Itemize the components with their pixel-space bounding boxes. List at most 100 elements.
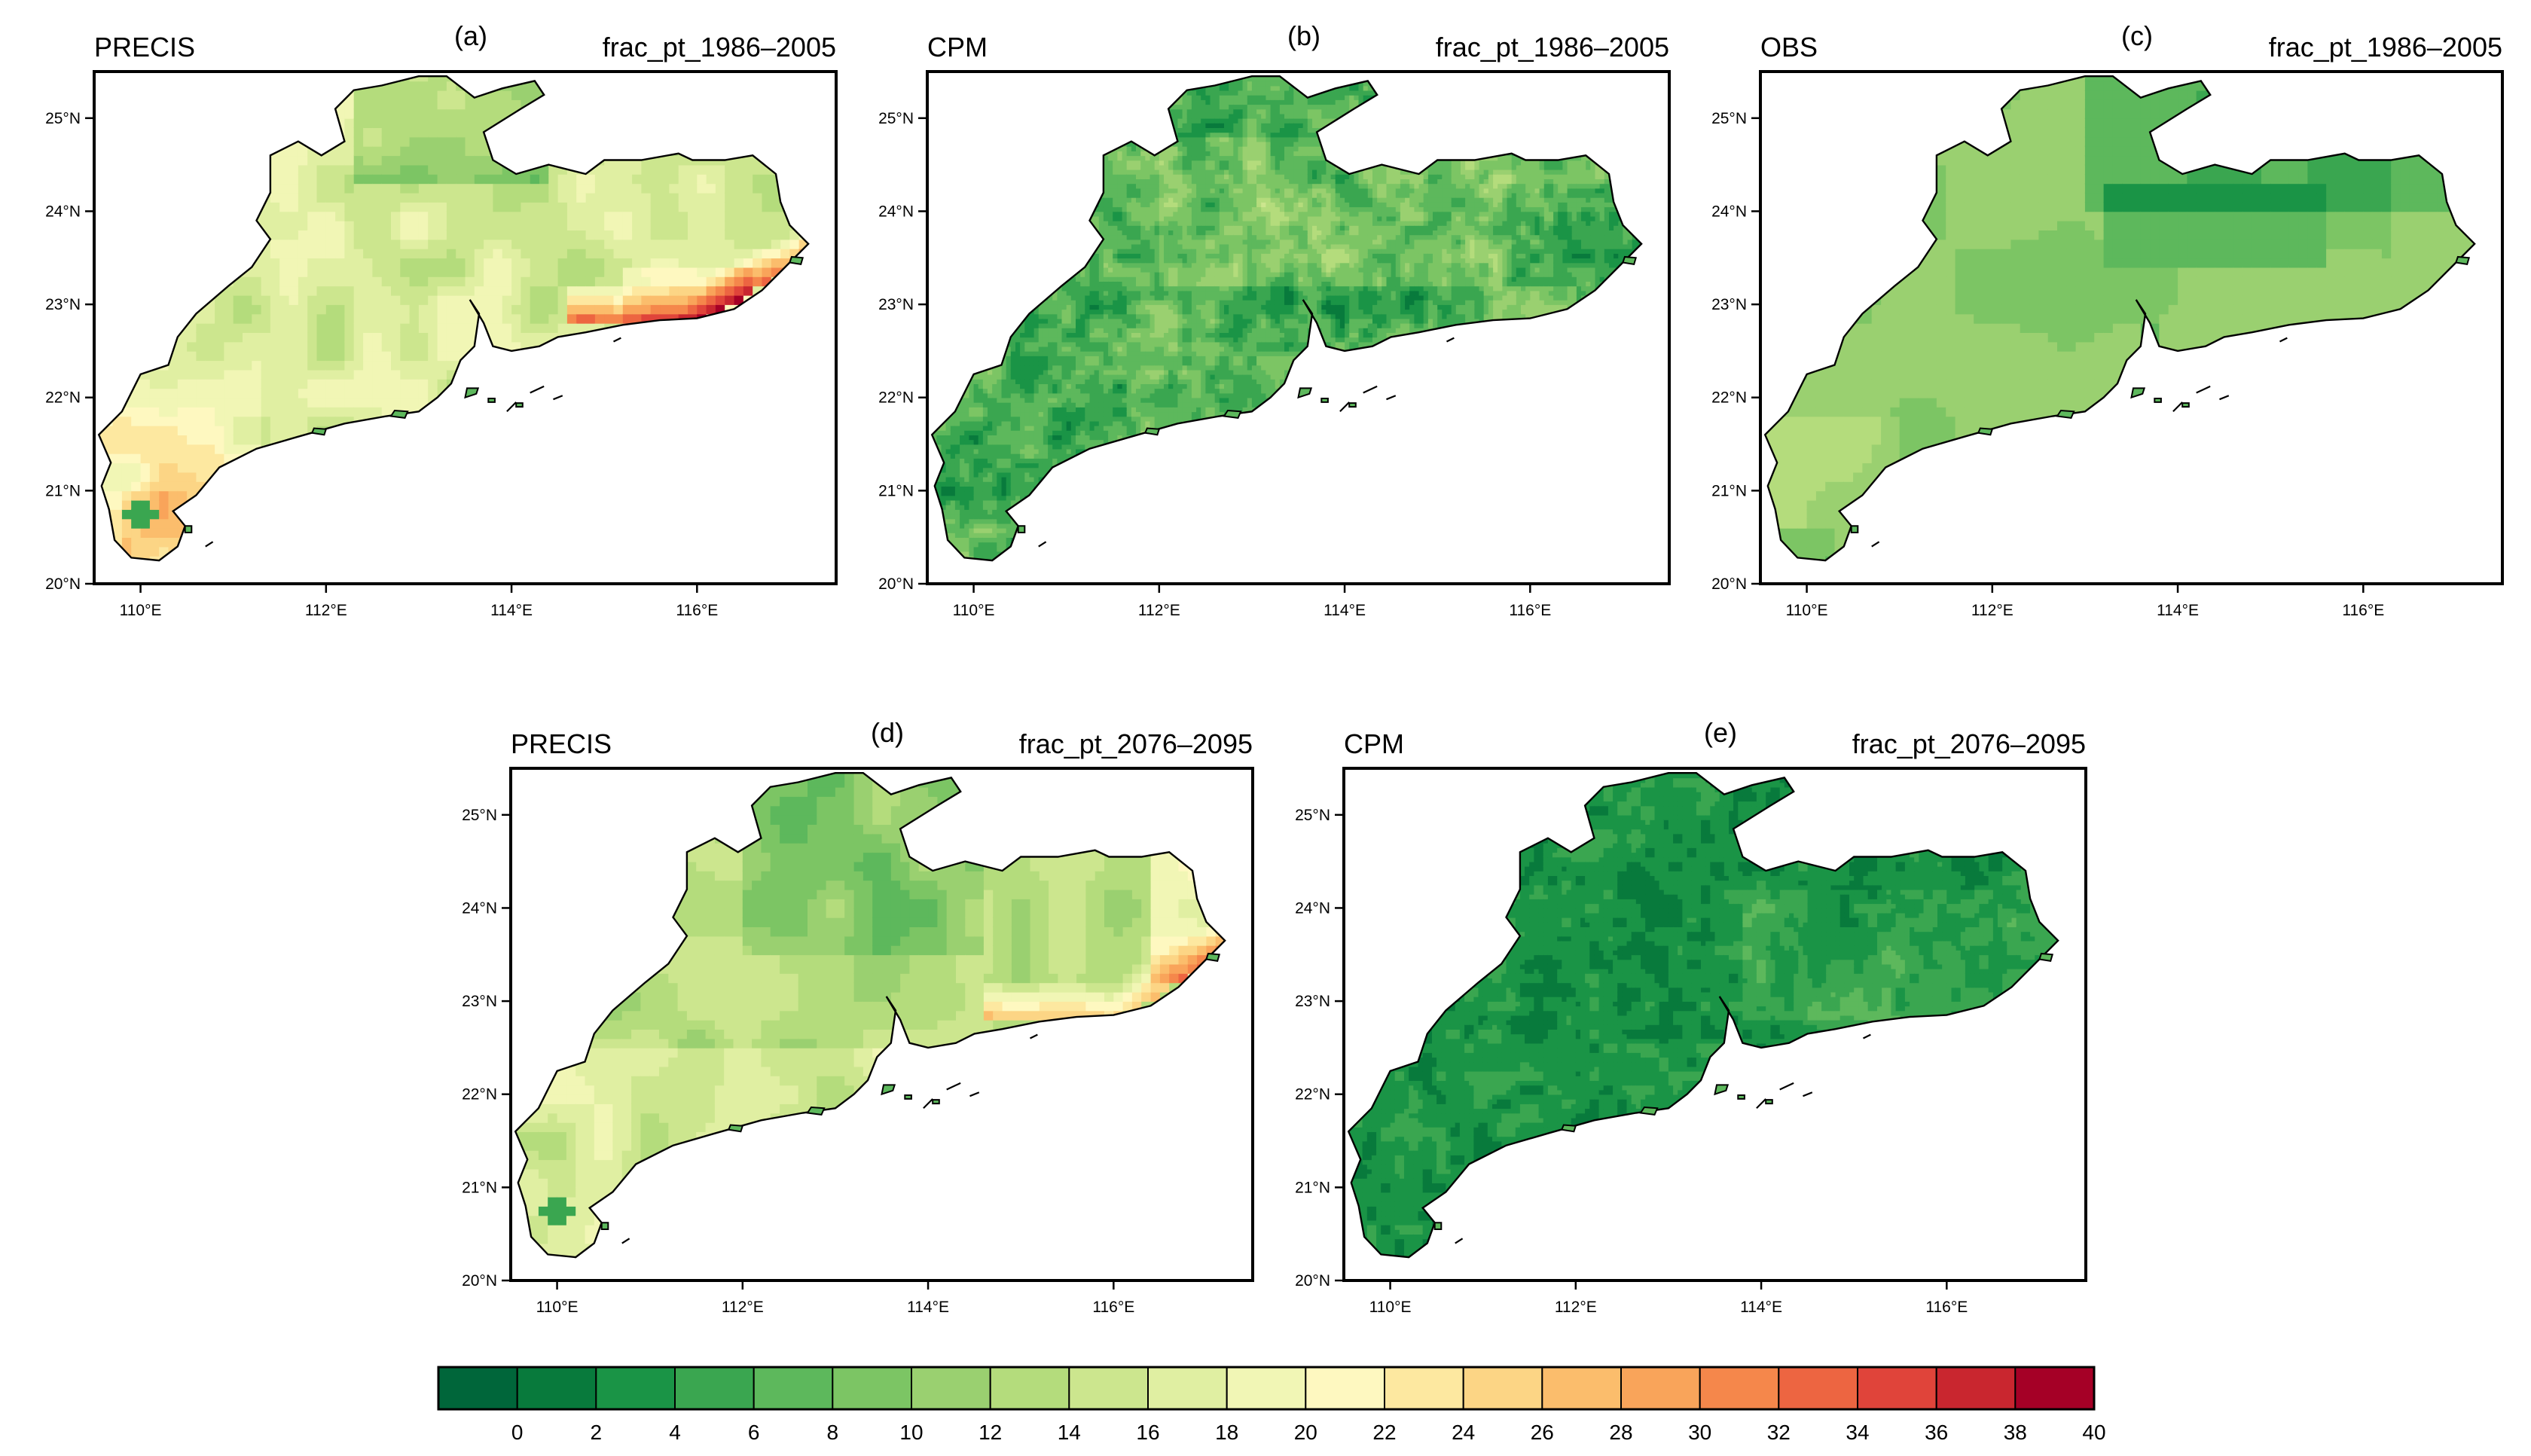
colorbar-label: 14 — [1058, 1421, 1081, 1444]
x-tick-label: 112°E — [1971, 602, 2014, 619]
y-tick-label: 25°N — [1711, 110, 1747, 127]
colorbar-swatch — [1937, 1367, 2016, 1409]
y-tick-label: 24°N — [1295, 899, 1330, 917]
x-tick-label: 116°E — [676, 602, 718, 619]
x-tick-label: 116°E — [1092, 1299, 1134, 1316]
y-tick-label: 24°N — [1711, 203, 1747, 220]
colorbar-swatch — [911, 1367, 991, 1409]
y-tick-label: 21°N — [45, 482, 81, 499]
panel-model-title: PRECIS — [511, 728, 612, 759]
y-tick-label: 24°N — [45, 203, 81, 220]
y-tick-label: 25°N — [45, 110, 81, 127]
island — [391, 411, 408, 418]
colorbar-swatch — [675, 1367, 754, 1409]
y-tick-label: 22°N — [1711, 389, 1747, 407]
panel-label: (a) — [454, 20, 487, 51]
y-tick-label: 22°N — [1295, 1086, 1330, 1103]
colorbar-swatch — [1385, 1367, 1464, 1409]
y-tick-label: 21°N — [1295, 1179, 1330, 1196]
island — [933, 1100, 939, 1103]
x-tick-label: 112°E — [722, 1299, 764, 1316]
island — [728, 1125, 743, 1132]
colorbar-label: 12 — [979, 1421, 1002, 1444]
y-tick-label: 24°N — [878, 203, 914, 220]
island — [2039, 954, 2052, 961]
panel-period-title: frac_pt_2076–2095 — [1852, 728, 2086, 759]
panel-label: (c) — [2121, 20, 2153, 51]
island — [488, 398, 495, 402]
colorbar-label: 10 — [899, 1421, 923, 1444]
y-tick-label: 20°N — [1295, 1272, 1330, 1290]
colorbar-label: 22 — [1372, 1421, 1396, 1444]
x-tick-label: 110°E — [1786, 602, 1828, 619]
colorbar-label: 26 — [1531, 1421, 1554, 1444]
colorbar-swatch — [1778, 1367, 1858, 1409]
island — [1978, 429, 1992, 435]
panel-model-title: CPM — [1344, 728, 1404, 759]
x-tick-label: 110°E — [536, 1299, 579, 1316]
colorbar-label: 36 — [1925, 1421, 1948, 1444]
y-tick-label: 24°N — [462, 899, 497, 917]
colorbar-swatch — [1305, 1367, 1385, 1409]
colorbar-label: 6 — [748, 1421, 760, 1444]
y-tick-label: 22°N — [462, 1086, 497, 1103]
colorbar-label: 24 — [1452, 1421, 1475, 1444]
colorbar-swatch — [1542, 1367, 1621, 1409]
island — [2182, 403, 2189, 407]
island — [185, 526, 192, 533]
island — [1641, 1107, 1657, 1115]
x-tick-label: 112°E — [1138, 602, 1180, 619]
island — [1562, 1125, 1576, 1132]
colorbar-swatch — [1464, 1367, 1543, 1409]
colorbar-swatch — [1148, 1367, 1227, 1409]
y-tick-label: 20°N — [878, 575, 914, 593]
colorbar-label: 8 — [827, 1421, 839, 1444]
colorbar-swatch — [1700, 1367, 1779, 1409]
panel-model-title: OBS — [1760, 32, 1818, 63]
y-tick-label: 25°N — [878, 110, 914, 127]
island — [1224, 411, 1241, 418]
y-tick-label: 20°N — [1711, 575, 1747, 593]
y-tick-label: 20°N — [462, 1272, 497, 1290]
panel-period-title: frac_pt_1986–2005 — [2269, 32, 2502, 63]
colorbar-label: 16 — [1136, 1421, 1159, 1444]
x-tick-label: 112°E — [305, 602, 347, 619]
colorbar-swatch — [991, 1367, 1070, 1409]
island — [808, 1107, 824, 1115]
y-tick-label: 25°N — [462, 807, 497, 824]
island — [789, 257, 802, 264]
colorbar-label: 0 — [511, 1421, 524, 1444]
island — [1349, 403, 1356, 407]
island — [905, 1095, 911, 1099]
island — [1766, 1100, 1772, 1103]
x-tick-label: 110°E — [120, 602, 162, 619]
colorbar-label: 34 — [1846, 1421, 1869, 1444]
colorbar-label: 32 — [1767, 1421, 1791, 1444]
y-tick-label: 22°N — [45, 389, 81, 407]
y-tick-label: 23°N — [462, 993, 497, 1010]
colorbar-swatch — [1069, 1367, 1148, 1409]
x-tick-label: 110°E — [953, 602, 995, 619]
colorbar-label: 4 — [669, 1421, 681, 1444]
x-tick-label: 116°E — [2342, 602, 2384, 619]
panel-period-title: frac_pt_2076–2095 — [1019, 728, 1253, 759]
colorbar-swatch — [754, 1367, 833, 1409]
island — [2154, 398, 2161, 402]
island — [1206, 954, 1219, 961]
colorbar-label: 40 — [2082, 1421, 2105, 1444]
y-tick-label: 22°N — [878, 389, 914, 407]
x-tick-label: 116°E — [1509, 602, 1551, 619]
y-tick-label: 20°N — [45, 575, 81, 593]
colorbar-swatch — [1858, 1367, 1937, 1409]
y-tick-label: 21°N — [878, 482, 914, 499]
y-tick-label: 25°N — [1295, 807, 1330, 824]
x-tick-label: 114°E — [2157, 602, 2199, 619]
colorbar-label: 30 — [1688, 1421, 1711, 1444]
